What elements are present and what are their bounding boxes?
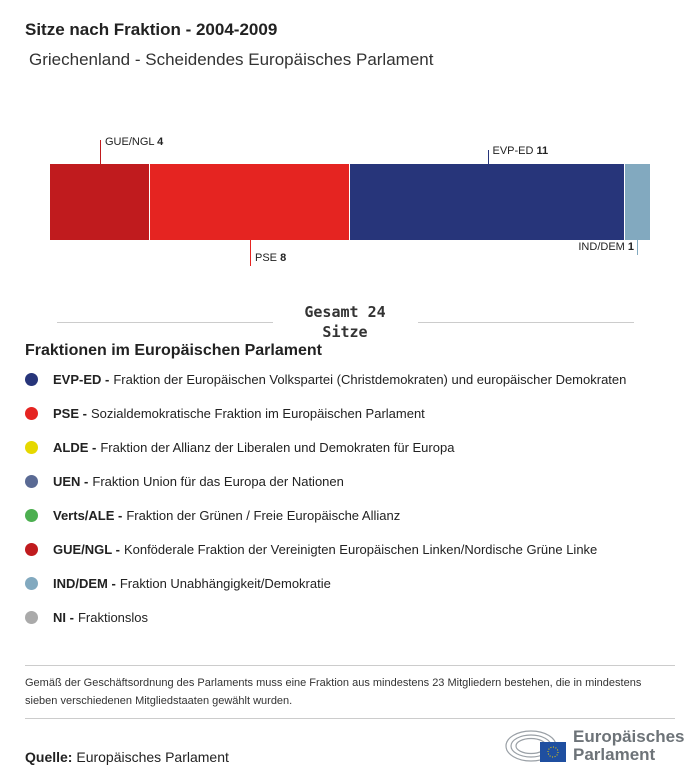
legend-dot-icon [25, 441, 38, 454]
source: Quelle: Europäisches Parlament [25, 749, 229, 765]
bar-evped [350, 164, 624, 240]
value-label: 8 [280, 252, 287, 264]
ep-logo: Europäisches Parlament [505, 728, 685, 764]
bar-pse [150, 164, 349, 240]
data-label: EVP-ED 11 [493, 145, 549, 157]
value-label: 11 [536, 145, 549, 157]
parliament-logo-icon [505, 730, 566, 762]
divider [57, 322, 273, 323]
legend-dot-icon [25, 611, 38, 624]
data-label: IND/DEM 1 [578, 241, 634, 253]
total-seats: Gesamt 24 Sitze [272, 302, 418, 342]
legend-item: NI - Fraktionslos [25, 610, 148, 625]
source-value: Europäisches Parlament [76, 749, 229, 765]
legend-dot-icon [25, 475, 38, 488]
legend-text: Fraktion der Allianz der Liberalen und D… [100, 440, 455, 455]
legend-abbr: UEN - [53, 474, 89, 489]
divider [25, 665, 675, 666]
footnote: Gemäß der Geschäftsordnung des Parlament… [25, 677, 642, 707]
legend-text: Fraktion der Europäischen Volkspartei (C… [113, 372, 627, 387]
legend-text: Konföderale Fraktion der Vereinigten Eur… [123, 542, 598, 557]
legend-dot-icon [25, 509, 38, 522]
logo-line1: Europäisches [573, 727, 685, 746]
legend-text: Fraktion Unabhängigkeit/Demokratie [119, 576, 331, 591]
legend-heading: Fraktionen im Europäischen Parlament [25, 342, 322, 359]
data-label: GUE/NGL 4 [105, 136, 163, 148]
logo-line2: Parlament [573, 745, 656, 764]
legend-text: Fraktionslos [77, 610, 149, 625]
leader-line [100, 140, 101, 164]
legend-dot-icon [25, 577, 38, 590]
category-label: EVP-ED [492, 145, 537, 157]
legend-item: ALDE - Fraktion der Allianz der Liberalen… [25, 440, 454, 455]
legend-abbr: PSE - [53, 406, 87, 421]
legend-dot-icon [25, 543, 38, 556]
source-label: Quelle: [25, 749, 73, 765]
leader-line [250, 240, 251, 266]
legend-abbr: IND/DEM - [53, 576, 116, 591]
legend-item: EVP-ED - Fraktion der Europäischen Volksp… [25, 372, 626, 387]
legend-dot-icon [25, 407, 38, 420]
legend-item: GUE/NGL - Konföderale Fraktion der Verein… [25, 542, 597, 557]
category-label: PSE [255, 252, 281, 264]
stacked-bar-chart: GUE/NGL 4 PSE 8 EVP-ED 11 IND/DEM 1 [0, 130, 700, 280]
legend-item: Verts/ALE - Fraktion der Grünen / Freie E… [25, 508, 400, 523]
legend-abbr: ALDE - [53, 440, 97, 455]
legend-abbr: GUE/NGL - [53, 542, 120, 557]
data-label: PSE 8 [255, 252, 286, 264]
chart-title: Sitze nach Fraktion - 2004-2009 [25, 20, 278, 39]
value-label: 1 [627, 241, 634, 253]
chart-subtitle: Griechenland - Scheidendes Europäisches … [29, 50, 434, 69]
legend-item: UEN - Fraktion Union für das Europa der N… [25, 474, 344, 489]
legend-text: Sozialdemokratische Fraktion im Europäis… [90, 406, 425, 421]
bar-guengl [50, 164, 149, 240]
leader-line [487, 150, 489, 164]
divider [25, 718, 675, 719]
leader-line [637, 240, 638, 255]
category-label: GUE/NGL [105, 136, 158, 148]
legend-abbr: NI - [53, 610, 74, 625]
legend-item: IND/DEM - Fraktion Unabhängigkeit/Demokra… [25, 576, 331, 591]
legend-dot-icon [25, 373, 38, 386]
category-label: IND/DEM [578, 241, 628, 253]
legend-text: Fraktion der Grünen / Freie Europäische … [126, 508, 401, 523]
legend-abbr: EVP-ED - [53, 372, 110, 387]
total-unit: Sitze [322, 323, 368, 341]
divider [418, 322, 634, 323]
legend-item: PSE - Sozialdemokratische Fraktion im Eur… [25, 406, 425, 421]
legend-abbr: Verts/ALE - [53, 508, 123, 523]
legend-text: Fraktion Union für das Europa der Nation… [92, 474, 344, 489]
total-label: Gesamt 24 [304, 303, 386, 321]
value-label: 4 [157, 136, 164, 148]
bar-inddem [625, 164, 650, 240]
